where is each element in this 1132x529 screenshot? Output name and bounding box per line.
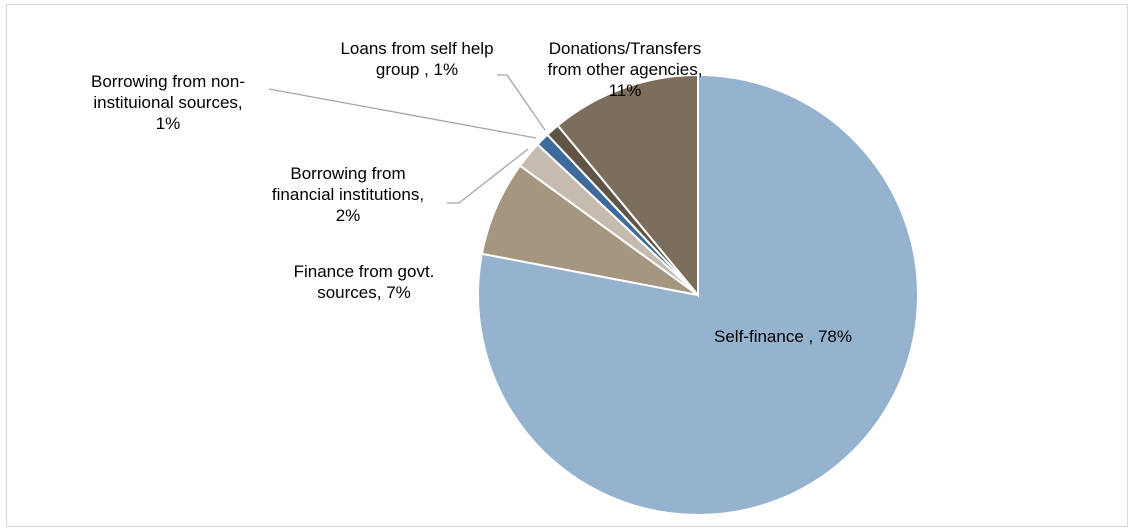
slice-label-loans-from-self-help: Loans from self help group , 1% [340,39,493,79]
slice-label-line: 1% [156,114,181,133]
slice-label-line: Donations/Transfers [549,39,701,58]
leader-line [268,88,537,139]
leader-lines [268,74,546,204]
slice-label-line: group , 1% [376,60,458,79]
slice-label-line: Finance from govt. [294,262,435,281]
slice-label-line: Borrowing from non- [91,72,245,91]
leader-line [447,148,529,204]
slice-label-self-finance-78: Self-finance , 78% [714,327,852,346]
pie-slice-donations-transfers [556,73,699,298]
pie-chart: Self-finance , 78% Finance from govt. sour… [91,39,919,516]
chart-area: Self-finance , 78% Finance from govt. sour… [6,4,1128,527]
slice-label-donations-transfers: Donations/Transfers from other agencies, 1… [548,39,703,100]
slice-label-line: instituional sources, [93,93,242,112]
leader-line [497,74,546,131]
slice-label-line: financial institutions, [272,185,424,204]
slice-labels: Self-finance , 78% Finance from govt. sour… [91,39,852,346]
slice-label-borrowing-from: Borrowing from financial institutions, 2% [272,164,424,225]
slice-label-line: Borrowing from [290,164,405,183]
slice-label-line: sources, 7% [317,283,411,302]
pie-slices [477,73,919,516]
slice-label-borrowing-from-non: Borrowing from non-instituional sources,… [91,72,245,133]
slice-label-line: 2% [336,206,361,225]
slice-label-line: 11% [609,81,642,100]
slice-label-line: Loans from self help [340,39,493,58]
slice-label-finance-from-govt: Finance from govt. sources, 7% [294,262,435,302]
slice-label-line: Self-finance , 78% [714,327,852,346]
slice-label-line: from other agencies, [548,60,703,79]
